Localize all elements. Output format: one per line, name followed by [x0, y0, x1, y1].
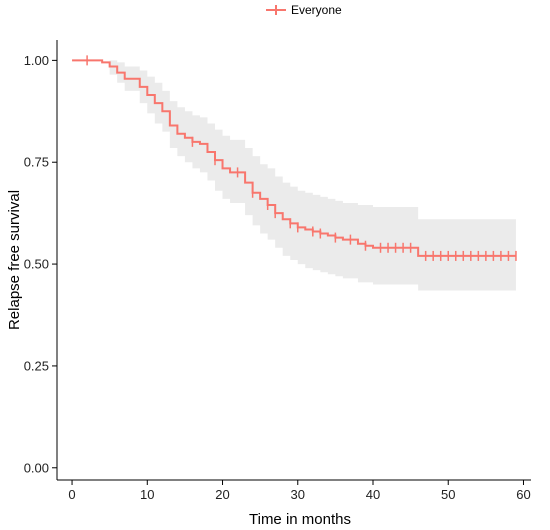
y-axis-title: Relapse free survival	[6, 190, 23, 330]
y-tick-label: 0.50	[24, 257, 49, 272]
x-tick-label: 50	[441, 487, 455, 502]
x-tick-label: 0	[68, 487, 75, 502]
plot-area	[72, 55, 517, 291]
y-tick-label: 1.00	[24, 53, 49, 68]
x-tick-label: 10	[140, 487, 154, 502]
axes: 0.00 0.25 0.50 0.75 1.00 0 10 20 30 40 50 60	[24, 40, 531, 502]
x-tick-label: 20	[215, 487, 229, 502]
x-tick-label: 30	[291, 487, 305, 502]
x-axis-title: Time in months	[249, 511, 351, 528]
y-ticks: 0.00 0.25 0.50 0.75 1.00	[24, 53, 57, 475]
y-tick-label: 0.25	[24, 358, 49, 373]
legend-label: Everyone	[291, 3, 342, 17]
x-tick-label: 40	[366, 487, 380, 502]
legend: Everyone	[266, 3, 342, 17]
censor-marks	[86, 55, 517, 261]
x-tick-label: 60	[516, 487, 530, 502]
confidence-band	[72, 60, 516, 291]
y-tick-label: 0.75	[24, 155, 49, 170]
x-ticks: 0 10 20 30 40 50 60	[68, 480, 531, 502]
y-tick-label: 0.00	[24, 460, 49, 475]
